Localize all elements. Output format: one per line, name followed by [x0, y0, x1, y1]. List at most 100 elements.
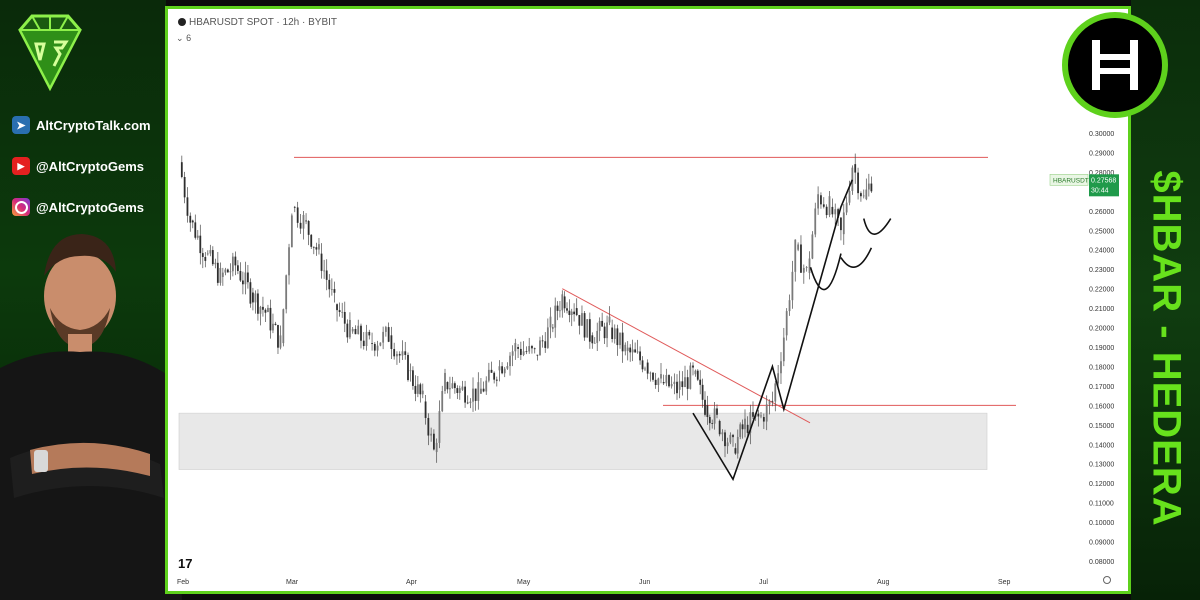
candle-body: [236, 265, 239, 271]
chart-panel[interactable]: HBARUSDT SPOT · 12h · BYBIT ⌄ 6 0.30000 0…: [165, 6, 1131, 594]
candle-body: [482, 388, 485, 392]
candle-body: [495, 379, 498, 381]
candle-body: [817, 194, 819, 209]
candle-body: [346, 323, 349, 338]
candle-body: [360, 325, 362, 341]
candle-body: [279, 335, 282, 348]
website-link[interactable]: ➤ AltCryptoTalk.com: [12, 116, 151, 134]
settings-gear-icon[interactable]: [1103, 576, 1111, 584]
candle-body: [474, 388, 477, 401]
candle-body: [299, 222, 302, 229]
candle-body: [349, 319, 351, 338]
candle-body: [362, 340, 365, 347]
candle-body: [596, 330, 599, 343]
candle-body: [525, 351, 528, 353]
y-tick-label: 0.13000: [1089, 462, 1114, 469]
candle-body: [704, 399, 706, 415]
candle-body: [310, 234, 313, 247]
price-chart[interactable]: 0.300000.290000.280000.270000.260000.250…: [168, 9, 1128, 591]
candle-body: [611, 327, 614, 340]
candle-body: [593, 342, 596, 344]
candle-body: [501, 366, 503, 374]
candle-body: [794, 239, 797, 272]
candle-body: [598, 320, 601, 331]
website-label: AltCryptoTalk.com: [36, 117, 151, 133]
candle-body: [734, 448, 737, 454]
candle-body: [469, 401, 472, 404]
candle-body: [533, 348, 536, 350]
candle-body: [531, 346, 533, 349]
candle-body: [739, 424, 742, 437]
candle-body: [606, 322, 608, 339]
candle-body: [692, 365, 694, 368]
youtube-label: @AltCryptoGems: [36, 158, 145, 174]
candle-body: [713, 408, 716, 424]
candle-body: [357, 325, 360, 335]
candle-body: [718, 420, 721, 435]
candle-body: [453, 383, 456, 389]
x-tick-label: Mar: [286, 579, 299, 586]
candle-body: [320, 253, 323, 271]
candle-body: [269, 307, 272, 331]
hbar-logo-icon: [1062, 12, 1168, 118]
candle-body: [302, 214, 305, 229]
candle-body: [189, 215, 192, 223]
candle-body: [706, 405, 709, 418]
candle-body: [252, 292, 254, 303]
candle-body: [699, 379, 702, 385]
candle-body: [341, 311, 344, 313]
x-tick-label: Apr: [406, 579, 418, 586]
candle-body: [678, 381, 681, 390]
candle-body: [365, 331, 368, 347]
candle-body: [837, 209, 839, 218]
candle-body: [842, 212, 845, 235]
candle-body: [315, 247, 318, 250]
y-tick-label: 0.18000: [1089, 364, 1114, 371]
candle-body: [639, 351, 641, 361]
candle-body: [752, 412, 754, 417]
candle-body: [229, 271, 232, 273]
candle-body: [211, 250, 214, 265]
candle-body: [390, 335, 393, 350]
downtrend-line: [562, 288, 811, 424]
candle-body: [805, 267, 808, 268]
instagram-link[interactable]: @AltCryptoGems: [12, 198, 144, 216]
candle-body: [771, 400, 774, 402]
candle-body: [247, 272, 249, 283]
candle-body: [514, 342, 517, 352]
candle-body: [603, 326, 606, 339]
candle-body: [811, 234, 814, 259]
candle-body: [323, 270, 326, 272]
candle-body: [290, 215, 293, 248]
candle-body: [636, 351, 639, 353]
candle-body: [724, 432, 726, 447]
candle-body: [498, 366, 501, 371]
candle-body: [662, 382, 665, 384]
candle-body: [511, 351, 514, 356]
candle-body: [259, 306, 262, 314]
candle-body: [774, 383, 777, 402]
candle-body: [601, 320, 604, 327]
candle-body: [802, 267, 805, 273]
candle-body: [209, 250, 212, 254]
candle-body: [559, 310, 561, 312]
candle-body: [654, 379, 657, 385]
youtube-link[interactable]: ▶ @AltCryptoGems: [12, 157, 144, 175]
indicator-toggle[interactable]: ⌄ 6: [176, 33, 191, 44]
candle-body: [435, 442, 438, 453]
candle-body: [401, 351, 404, 356]
candle-body: [517, 347, 519, 349]
candle-body: [466, 402, 469, 404]
candle-body: [384, 327, 387, 332]
candle-body: [241, 280, 244, 285]
candle-body: [583, 313, 586, 338]
candle-body: [433, 433, 435, 450]
y-tick-label: 0.28000: [1089, 170, 1114, 177]
candle-body: [485, 380, 488, 392]
candle-body: [660, 374, 662, 379]
candle-body: [570, 311, 573, 316]
candle-body: [676, 381, 678, 394]
candle-body: [338, 310, 341, 312]
candle-body: [254, 293, 257, 303]
candle-body: [762, 417, 765, 422]
